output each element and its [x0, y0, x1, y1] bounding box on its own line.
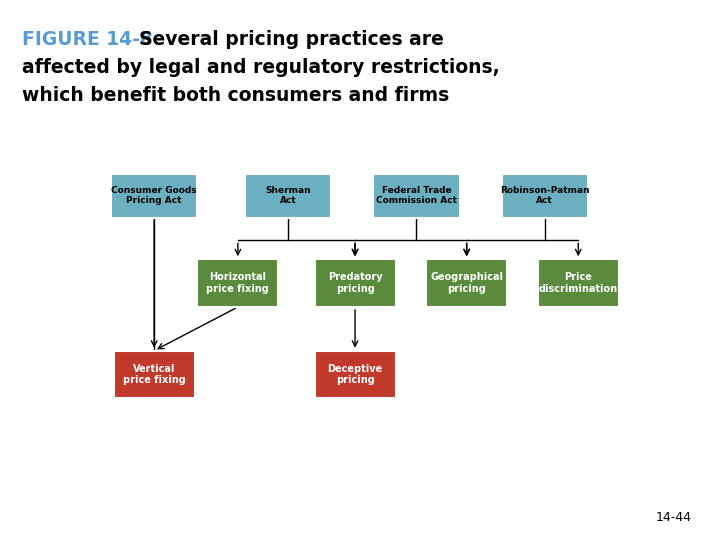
- Text: Sherman
Act: Sherman Act: [265, 186, 311, 206]
- FancyBboxPatch shape: [111, 174, 197, 218]
- FancyBboxPatch shape: [245, 174, 331, 218]
- Text: which benefit both consumers and firms: which benefit both consumers and firms: [22, 86, 449, 105]
- Text: Price
discrimination: Price discrimination: [539, 272, 618, 294]
- FancyBboxPatch shape: [502, 174, 588, 218]
- FancyBboxPatch shape: [373, 174, 459, 218]
- Text: FIGURE 14-8: FIGURE 14-8: [22, 30, 153, 49]
- Text: Deceptive
pricing: Deceptive pricing: [328, 364, 382, 386]
- Text: Federal Trade
Commission Act: Federal Trade Commission Act: [376, 186, 457, 206]
- FancyBboxPatch shape: [197, 259, 279, 307]
- Text: Robinson-Patman
Act: Robinson-Patman Act: [500, 186, 590, 206]
- FancyBboxPatch shape: [315, 350, 395, 399]
- FancyBboxPatch shape: [114, 350, 194, 399]
- Text: affected by legal and regulatory restrictions,: affected by legal and regulatory restric…: [22, 58, 499, 77]
- Text: Horizontal
price fixing: Horizontal price fixing: [207, 272, 269, 294]
- Text: Vertical
price fixing: Vertical price fixing: [123, 364, 186, 386]
- FancyBboxPatch shape: [538, 259, 618, 307]
- FancyBboxPatch shape: [426, 259, 507, 307]
- Text: Predatory
pricing: Predatory pricing: [328, 272, 382, 294]
- Text: 14-44: 14-44: [655, 511, 691, 524]
- Text: Geographical
pricing: Geographical pricing: [430, 272, 503, 294]
- Text: Consumer Goods
Pricing Act: Consumer Goods Pricing Act: [112, 186, 197, 206]
- Text: Several pricing practices are: Several pricing practices are: [126, 30, 444, 49]
- FancyBboxPatch shape: [315, 259, 395, 307]
